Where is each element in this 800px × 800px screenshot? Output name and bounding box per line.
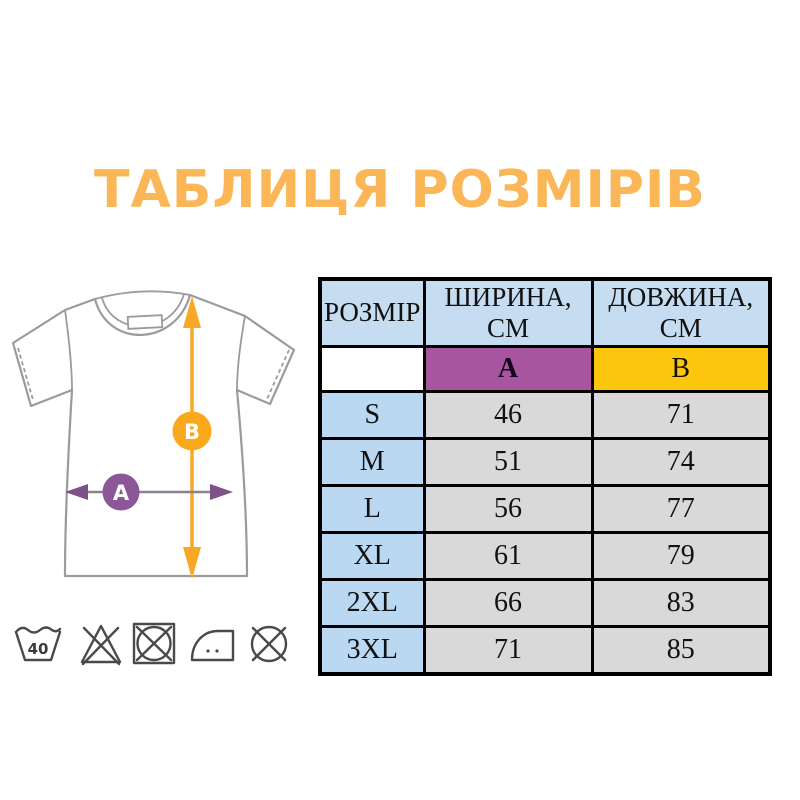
table-row-3xl: 3XL 71 85 xyxy=(318,625,772,676)
wash-40-icon: 40 xyxy=(14,626,62,662)
care-symbols-row: 40 xyxy=(14,622,288,666)
table-row-s: S 46 71 xyxy=(318,390,772,440)
table-row-xl: XL 61 79 xyxy=(318,531,772,581)
tshirt-outline-icon xyxy=(11,293,296,578)
tshirt-measurement-diagram: B A xyxy=(11,290,296,579)
width-value: 71 xyxy=(422,625,594,676)
do-not-dry-clean-icon xyxy=(250,625,288,663)
length-arrow: B xyxy=(172,296,212,579)
length-marker-circle xyxy=(172,411,212,451)
length-value: 74 xyxy=(590,437,772,487)
size-label: M xyxy=(318,437,426,487)
col-header-width: ШИРИНА, СМ xyxy=(422,277,594,348)
tshirt-details xyxy=(17,290,290,401)
size-label: L xyxy=(318,484,426,534)
width-value: 61 xyxy=(422,531,594,581)
length-marker-label: B xyxy=(184,420,200,444)
size-label: 3XL xyxy=(318,625,426,676)
size-label: S xyxy=(318,390,426,440)
iron-medium-icon xyxy=(190,629,235,662)
width-value: 56 xyxy=(422,484,594,534)
do-not-tumble-dry-icon xyxy=(132,622,176,665)
length-value: 71 xyxy=(590,390,772,440)
width-marker-cell: A xyxy=(422,345,594,393)
length-value: 85 xyxy=(590,625,772,676)
width-marker-label: A xyxy=(113,481,130,505)
col-header-length: ДОВЖИНА, СМ xyxy=(590,277,772,348)
width-value: 51 xyxy=(422,437,594,487)
size-label: 2XL xyxy=(318,578,426,628)
length-marker-cell: B xyxy=(590,345,772,393)
wash-temp-label: 40 xyxy=(28,640,49,658)
size-label: XL xyxy=(318,531,426,581)
size-table: РОЗМІР ШИРИНА, СМ ДОВЖИНА, СМ A B S 46 7… xyxy=(318,277,772,676)
table-row-l: L 56 77 xyxy=(318,484,772,534)
length-value: 79 xyxy=(590,531,772,581)
do-not-bleach-icon xyxy=(80,624,122,666)
marker-row: A B xyxy=(318,345,772,393)
width-value: 46 xyxy=(422,390,594,440)
width-marker-circle xyxy=(102,473,140,511)
length-value: 83 xyxy=(590,578,772,628)
width-arrow: A xyxy=(65,473,233,511)
page-title: ТАБЛИЦЯ РОЗМІРІВ xyxy=(94,160,706,220)
blank-cell xyxy=(318,345,426,393)
width-value: 66 xyxy=(422,578,594,628)
length-value: 77 xyxy=(590,484,772,534)
table-row-m: M 51 74 xyxy=(318,437,772,487)
table-header-row: РОЗМІР ШИРИНА, СМ ДОВЖИНА, СМ xyxy=(318,277,772,348)
table-row-2xl: 2XL 66 83 xyxy=(318,578,772,628)
col-header-size: РОЗМІР xyxy=(318,277,426,348)
